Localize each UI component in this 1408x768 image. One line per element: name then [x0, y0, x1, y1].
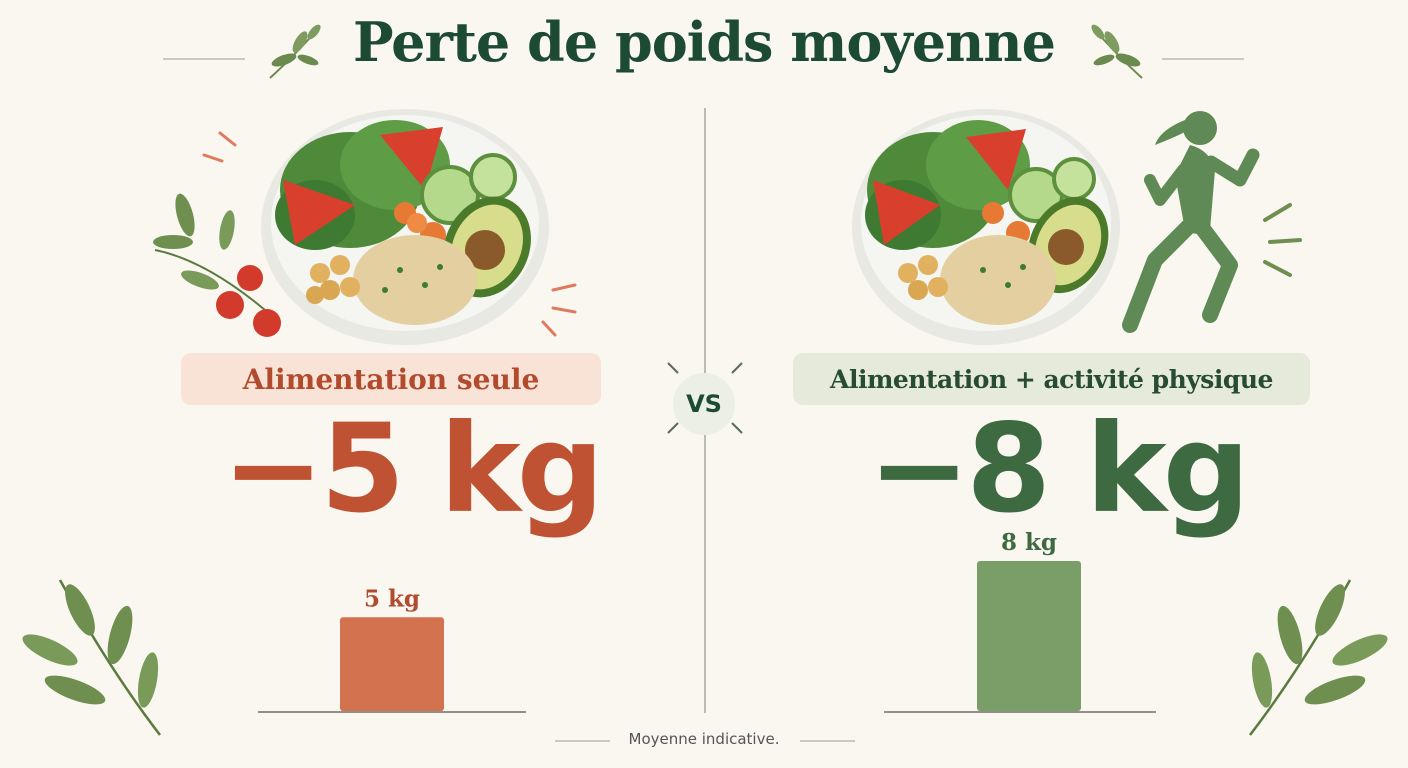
footnote-rule-right — [800, 740, 855, 742]
bar-data-label: 8 kg — [1001, 529, 1057, 556]
salad-bowl-icon — [852, 109, 1120, 345]
salad-bowl-icon — [261, 109, 549, 345]
category-label-right: Alimentation + activité physique — [793, 353, 1310, 405]
leaf-sprig-icon — [269, 24, 321, 79]
big-value-right: −8 kg — [868, 398, 1250, 540]
bar-data-label: 5 kg — [364, 585, 420, 612]
leaf-sprig-icon — [1091, 24, 1143, 79]
footnote-rule-left — [555, 740, 610, 742]
chart-title: Perte de poids moyenne — [353, 10, 1056, 74]
sparkle-icon — [202, 131, 237, 163]
runner-icon — [1122, 111, 1302, 333]
title-rule-right — [1162, 58, 1244, 60]
tomato-branch-icon — [153, 193, 281, 337]
bar-2 — [977, 561, 1081, 711]
vs-label: VS — [686, 390, 722, 418]
vs-badge: VS — [673, 373, 735, 435]
bar-1 — [340, 617, 444, 711]
olive-branch-icon — [1249, 579, 1388, 736]
vs-burst-icon — [667, 362, 743, 434]
title-rule-left — [163, 58, 245, 60]
sparkle-icon — [541, 283, 577, 337]
olive-branch-icon — [22, 579, 161, 736]
big-value-left: −5 kg — [222, 398, 604, 540]
category-label-left: Alimentation seule — [181, 353, 601, 405]
footnote: Moyenne indicative. — [628, 730, 780, 748]
